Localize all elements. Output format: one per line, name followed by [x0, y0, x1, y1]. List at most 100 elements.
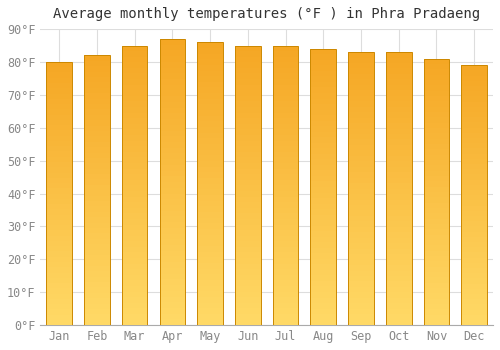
- Bar: [235, 314, 260, 320]
- Bar: [348, 292, 374, 298]
- Bar: [424, 203, 450, 208]
- Bar: [198, 308, 223, 314]
- Bar: [386, 128, 411, 134]
- Bar: [272, 79, 298, 85]
- Bar: [310, 281, 336, 287]
- Bar: [84, 142, 110, 147]
- Bar: [386, 112, 411, 118]
- Bar: [46, 88, 72, 93]
- Bar: [160, 90, 185, 96]
- Bar: [348, 298, 374, 303]
- Bar: [84, 55, 110, 61]
- Bar: [46, 72, 72, 78]
- Bar: [84, 228, 110, 233]
- Bar: [386, 57, 411, 63]
- Bar: [46, 252, 72, 257]
- Bar: [122, 169, 148, 174]
- Bar: [160, 314, 185, 320]
- Bar: [160, 222, 185, 228]
- Bar: [122, 275, 148, 280]
- Bar: [198, 240, 223, 246]
- Bar: [46, 62, 72, 67]
- Bar: [348, 227, 374, 232]
- Bar: [84, 223, 110, 228]
- Bar: [386, 232, 411, 238]
- Bar: [386, 85, 411, 90]
- Bar: [310, 104, 336, 110]
- Bar: [386, 52, 411, 57]
- Bar: [272, 102, 298, 107]
- Bar: [386, 292, 411, 298]
- Bar: [348, 243, 374, 249]
- Bar: [310, 49, 336, 325]
- Bar: [272, 219, 298, 224]
- Bar: [46, 273, 72, 278]
- Bar: [348, 74, 374, 79]
- Bar: [310, 198, 336, 204]
- Bar: [235, 252, 260, 258]
- Bar: [198, 82, 223, 88]
- Bar: [235, 247, 260, 252]
- Bar: [272, 264, 298, 269]
- Bar: [160, 136, 185, 142]
- Bar: [272, 297, 298, 303]
- Bar: [462, 143, 487, 148]
- Bar: [198, 280, 223, 286]
- Bar: [122, 62, 148, 68]
- Bar: [462, 97, 487, 102]
- Bar: [160, 153, 185, 159]
- Bar: [310, 270, 336, 275]
- Bar: [424, 277, 450, 282]
- Bar: [84, 66, 110, 71]
- Bar: [46, 162, 72, 167]
- Bar: [424, 224, 450, 229]
- Title: Average monthly temperatures (°F ) in Phra Pradaeng: Average monthly temperatures (°F ) in Ph…: [53, 7, 480, 21]
- Bar: [46, 315, 72, 320]
- Bar: [462, 138, 487, 143]
- Bar: [122, 191, 148, 197]
- Bar: [122, 264, 148, 269]
- Bar: [272, 213, 298, 219]
- Bar: [122, 303, 148, 308]
- Bar: [272, 230, 298, 236]
- Bar: [310, 298, 336, 303]
- Bar: [272, 180, 298, 186]
- Bar: [386, 216, 411, 222]
- Bar: [310, 49, 336, 54]
- Bar: [235, 174, 260, 180]
- Bar: [122, 163, 148, 169]
- Bar: [84, 217, 110, 223]
- Bar: [348, 140, 374, 145]
- Bar: [462, 299, 487, 304]
- Bar: [310, 231, 336, 237]
- Bar: [348, 63, 374, 69]
- Bar: [348, 222, 374, 227]
- Bar: [272, 186, 298, 191]
- Bar: [198, 121, 223, 127]
- Bar: [272, 303, 298, 308]
- Bar: [386, 156, 411, 161]
- Bar: [310, 137, 336, 143]
- Bar: [310, 93, 336, 99]
- Bar: [386, 298, 411, 303]
- Bar: [84, 190, 110, 196]
- Bar: [424, 64, 450, 69]
- Bar: [84, 244, 110, 250]
- Bar: [46, 114, 72, 120]
- Bar: [198, 274, 223, 280]
- Bar: [462, 195, 487, 201]
- Bar: [160, 302, 185, 308]
- Bar: [272, 252, 298, 258]
- Bar: [84, 212, 110, 217]
- Bar: [122, 57, 148, 62]
- Bar: [272, 135, 298, 141]
- Bar: [84, 126, 110, 131]
- Bar: [462, 128, 487, 133]
- Bar: [122, 85, 148, 90]
- Bar: [160, 176, 185, 182]
- Bar: [348, 178, 374, 183]
- Bar: [84, 255, 110, 260]
- Bar: [424, 288, 450, 293]
- Bar: [386, 243, 411, 249]
- Bar: [198, 218, 223, 223]
